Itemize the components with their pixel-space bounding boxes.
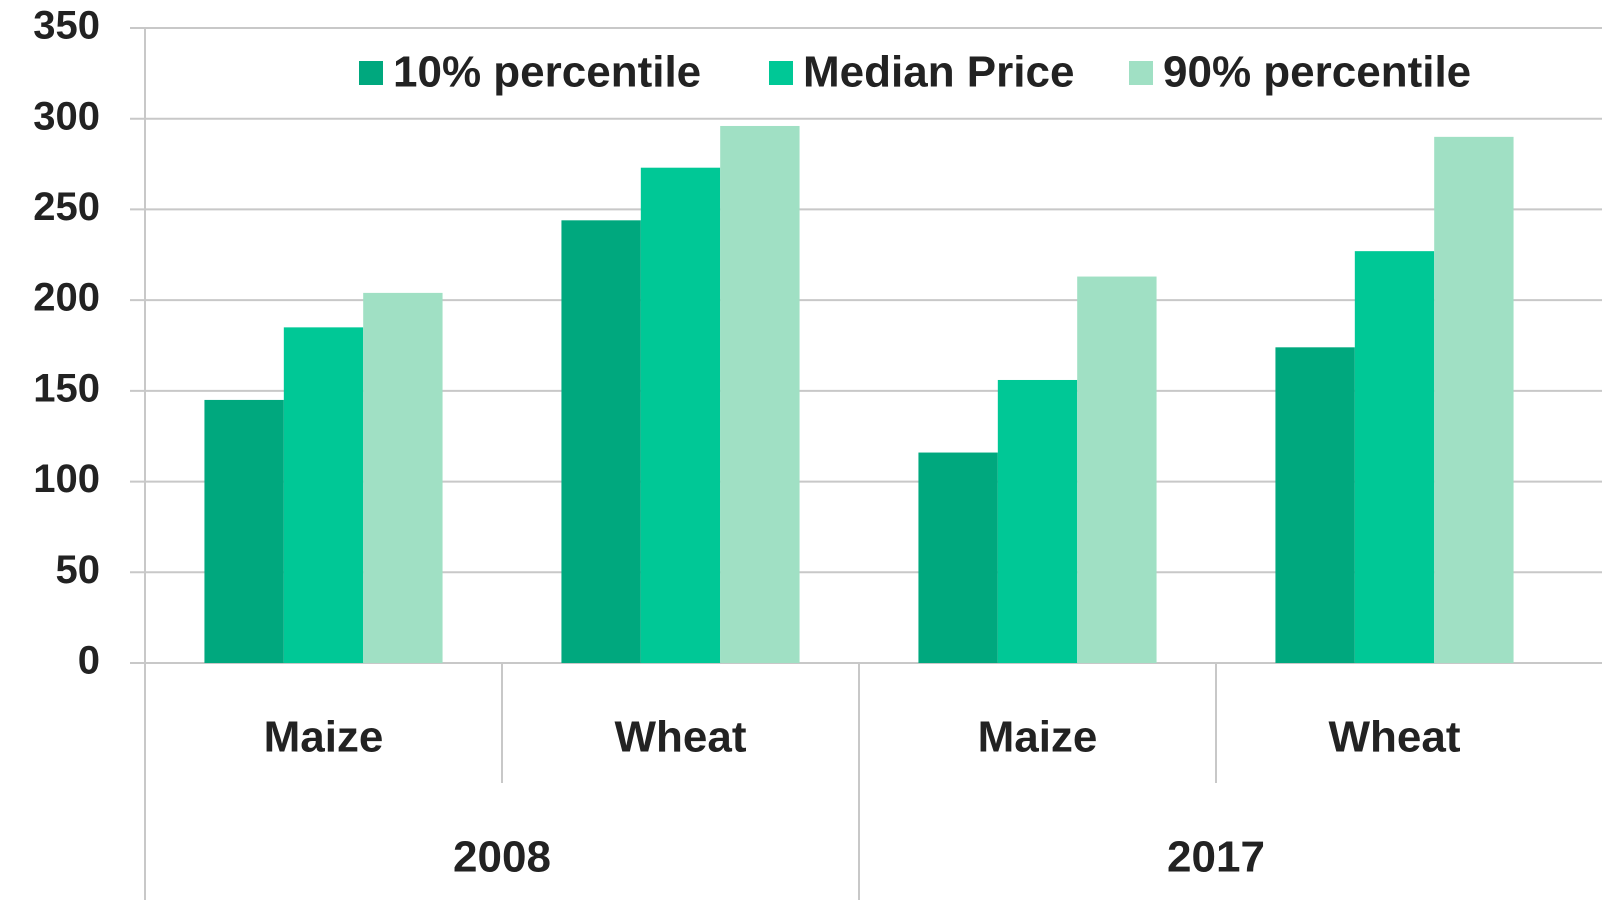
bar <box>997 379 1078 663</box>
bar <box>1077 276 1157 663</box>
bar <box>1354 251 1435 663</box>
y-tick-label: 250 <box>33 185 100 229</box>
x-tick-label: Wheat <box>615 713 747 762</box>
y-tick-label: 200 <box>33 276 100 320</box>
bar <box>1434 136 1514 663</box>
group-label: 2008 <box>453 833 551 882</box>
bar <box>561 220 641 664</box>
legend-label: 90% percentile <box>1163 48 1471 97</box>
y-tick-label: 350 <box>33 4 100 48</box>
x-tick-label: Maize <box>978 713 1098 762</box>
bar <box>283 327 364 663</box>
x-tick-label: Maize <box>264 713 384 762</box>
bar <box>640 167 721 663</box>
bar <box>720 125 800 663</box>
legend-swatch <box>1129 61 1153 85</box>
bar <box>918 452 998 663</box>
y-tick-label: 0 <box>78 639 100 683</box>
bar <box>1275 347 1355 663</box>
y-tick-label: 150 <box>33 366 100 410</box>
y-tick-label: 50 <box>56 548 101 592</box>
x-tick-label: Wheat <box>1329 713 1461 762</box>
legend-label: Median Price <box>803 48 1074 97</box>
bar <box>204 399 284 663</box>
legend-swatch <box>359 61 383 85</box>
y-tick-label: 300 <box>33 94 100 138</box>
legend-label: 10% percentile <box>393 48 701 97</box>
group-label: 2017 <box>1167 833 1265 882</box>
bar <box>363 292 443 663</box>
legend-swatch <box>769 61 793 85</box>
y-tick-label: 100 <box>33 457 100 501</box>
